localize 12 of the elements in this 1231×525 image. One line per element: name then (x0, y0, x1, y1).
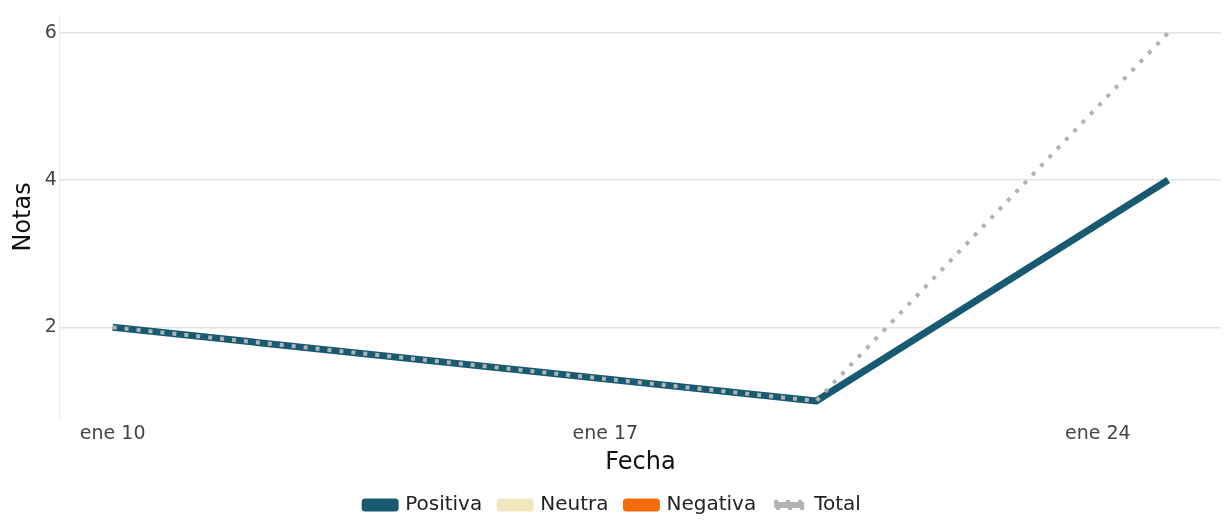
x-tick-label: ene 17 (572, 420, 639, 443)
y-tick-label: 4 (44, 167, 57, 190)
legend-label: Positiva (405, 491, 483, 516)
legend-label: Neutra (540, 491, 609, 516)
x-tick-label: ene 24 (1065, 420, 1131, 443)
y-tick-label: 2 (44, 314, 57, 337)
x-tick-label: ene 10 (79, 420, 146, 443)
legend-label: Total (813, 491, 861, 516)
legend-label: Negativa (666, 491, 757, 516)
x-axis-title: Fecha (605, 446, 676, 475)
y-tick-label: 6 (44, 19, 57, 42)
y-axis-title: Notas (7, 182, 36, 252)
